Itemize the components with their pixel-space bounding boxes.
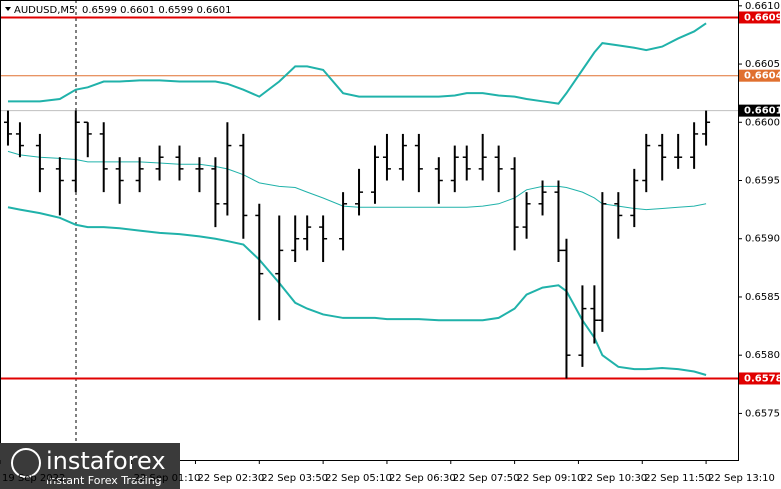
y-tick-label: 0.6605 <box>745 59 780 70</box>
y-tick-label: 0.6590 <box>745 234 780 245</box>
price-level-box <box>739 11 780 24</box>
x-tick-label: 22 Sep 06:30 <box>389 473 456 484</box>
watermark-brand: instaforex <box>46 447 166 475</box>
band-line <box>7 22 707 105</box>
symbol-menu-icon <box>5 7 11 11</box>
x-tick-label: 22 Sep 01:10 <box>134 473 201 484</box>
watermark-tagline: Instant Forex Trading <box>46 474 162 487</box>
y-tick-label: 0.6585 <box>745 292 780 303</box>
band-line <box>7 206 707 376</box>
x-tick-label: 22 Sep 03:50 <box>261 473 328 484</box>
price-level-label: 0.6604 <box>744 71 781 82</box>
y-tick-label: 0.6580 <box>745 350 780 361</box>
x-tick-label: 22 Sep 05:10 <box>325 473 392 484</box>
plot-area <box>0 16 738 380</box>
watermark-box <box>0 443 180 489</box>
x-tick-label: 19 Sep 2022 <box>2 473 65 484</box>
x-tick-label: 22 Sep 07:50 <box>453 473 520 484</box>
chart-quote: 0.6599 0.6601 0.6599 0.6601 <box>82 5 232 16</box>
y-tick-label: 0.6600 <box>745 117 780 128</box>
band-line <box>7 150 707 211</box>
x-tick-label: 22 Sep 11:50 <box>644 473 711 484</box>
x-tick-label: 22 Sep 09:10 <box>517 473 584 484</box>
watermark-logo <box>11 448 41 478</box>
x-tick-label: 22 Sep 02:30 <box>197 473 264 484</box>
y-tick-label: 0.6610 <box>745 1 780 12</box>
y-tick-label: 0.6595 <box>745 176 780 187</box>
plot-frame <box>0 0 739 461</box>
price-level-label: 0.6578 <box>744 373 781 384</box>
price-level-label: 0.6601 <box>744 106 781 117</box>
price-level-box <box>739 372 780 385</box>
price-level-box <box>739 69 780 82</box>
y-tick-label: 0.6575 <box>745 408 780 419</box>
x-tick-label: 22 Sep 10:30 <box>580 473 647 484</box>
chart-title: AUDUSD,M5 <box>14 5 75 16</box>
x-tick-label: 22 Sep 13:10 <box>708 473 775 484</box>
price-level-box <box>739 104 780 117</box>
price-level-label: 0.6609 <box>744 12 781 23</box>
